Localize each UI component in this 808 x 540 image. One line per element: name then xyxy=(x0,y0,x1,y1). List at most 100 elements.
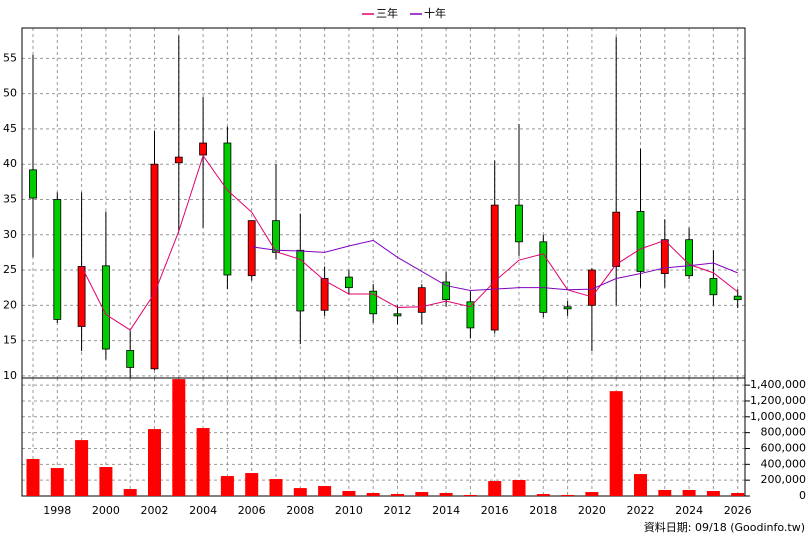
x-tick-label: 2014 xyxy=(432,504,460,517)
y-tick-label: 25 xyxy=(3,263,17,276)
volume-bar xyxy=(245,473,259,496)
candle-body xyxy=(344,276,353,289)
candle-body xyxy=(733,295,742,301)
candle-body xyxy=(685,239,693,277)
volume-bar xyxy=(196,428,210,496)
candle-body xyxy=(77,266,86,327)
x-tick-label: 2020 xyxy=(578,504,606,517)
candle-body xyxy=(102,265,110,350)
y-tick-label: 10 xyxy=(3,369,17,382)
volume-bar xyxy=(391,494,404,496)
x-tick-label: 2022 xyxy=(627,504,655,517)
volume-bar xyxy=(585,492,599,496)
legend-label: 十年 xyxy=(424,6,446,20)
x-tick-label: 2008 xyxy=(286,504,314,517)
volume-bar xyxy=(609,391,623,496)
candle-body xyxy=(247,220,256,277)
footer: 資料日期: 09/18 (Goodinfo.tw) xyxy=(644,520,805,534)
x-tick-label: 2018 xyxy=(529,504,557,517)
candle-body xyxy=(612,211,621,267)
volume-bar xyxy=(415,492,429,496)
ma-line xyxy=(251,239,738,292)
x-tick-label: 2000 xyxy=(92,504,120,517)
y-tick-label: 45 xyxy=(3,122,17,135)
candle-body xyxy=(709,278,718,296)
legend-label: 三年 xyxy=(376,6,398,20)
candle-body xyxy=(126,350,135,368)
volume-bar xyxy=(512,480,526,496)
y-tick-label: 40 xyxy=(3,157,17,170)
candle-body xyxy=(199,142,208,156)
volume-bar xyxy=(731,492,745,496)
y2-tick-label: 1,000,000 xyxy=(750,410,806,423)
x-tick-label: 2024 xyxy=(675,504,703,517)
volume-bar xyxy=(342,491,356,496)
candle-body xyxy=(417,287,426,313)
y2-tick-label: 600,000 xyxy=(761,441,807,454)
candle-body xyxy=(466,301,475,329)
volume-frame xyxy=(21,377,746,497)
volume-bar xyxy=(488,481,502,496)
y-tick-label: 35 xyxy=(3,192,17,205)
volume-bar xyxy=(706,491,720,496)
x-tick-label: 2004 xyxy=(189,504,217,517)
volume-bar xyxy=(293,488,307,496)
volume-bar xyxy=(26,459,40,496)
x-tick-label: 2012 xyxy=(384,504,412,517)
candle-body xyxy=(150,163,159,370)
volume-bar xyxy=(220,476,234,496)
candle-body xyxy=(369,290,378,315)
candle-body xyxy=(539,241,548,313)
x-tick-label: 2002 xyxy=(141,504,169,517)
volume-bar xyxy=(269,479,283,496)
candle-body xyxy=(174,156,183,164)
candle-body xyxy=(393,313,402,317)
candle-body xyxy=(223,142,232,276)
volume-bar xyxy=(658,489,672,496)
y2-tick-label: 800,000 xyxy=(761,426,807,439)
volume-bar xyxy=(50,468,64,496)
volume-bar xyxy=(75,440,89,496)
y2-tick-label: 1,400,000 xyxy=(750,378,806,391)
volume-bar xyxy=(634,474,647,496)
y-tick-label: 55 xyxy=(3,51,17,64)
volume-bar xyxy=(148,429,161,496)
candle-body xyxy=(272,220,280,253)
candle-body xyxy=(53,199,62,320)
y-tick-label: 20 xyxy=(3,298,17,311)
candle-body xyxy=(660,239,669,274)
candle-body xyxy=(636,211,645,272)
volume-bar xyxy=(463,494,477,496)
y-tick-label: 15 xyxy=(3,334,17,347)
y2-tick-label: 400,000 xyxy=(761,457,807,470)
volume-bar xyxy=(99,467,113,496)
y-tick-label: 50 xyxy=(3,87,17,100)
volume-bar xyxy=(439,492,453,496)
y2-tick-label: 1,200,000 xyxy=(750,394,806,407)
volume-bar xyxy=(682,489,696,496)
volume-bar xyxy=(123,489,137,496)
y-tick-label: 30 xyxy=(3,228,17,241)
y2-tick-label: 0 xyxy=(799,489,806,502)
x-tick-label: 2010 xyxy=(335,504,363,517)
volume-bar xyxy=(172,379,186,496)
x-tick-label: 1998 xyxy=(43,504,71,517)
candle-body xyxy=(515,204,523,243)
volume-bar xyxy=(536,494,550,496)
volume-bar xyxy=(318,486,332,496)
x-tick-label: 2006 xyxy=(238,504,266,517)
y2-tick-label: 200,000 xyxy=(761,473,807,486)
candle-body xyxy=(442,281,451,301)
candle-body xyxy=(296,249,305,312)
x-tick-label: 2016 xyxy=(481,504,509,517)
candle-body xyxy=(29,169,37,199)
candle-body xyxy=(490,204,499,331)
volume-bar xyxy=(366,492,380,496)
x-tick-label: 2026 xyxy=(724,504,752,517)
volume-bar xyxy=(561,494,575,496)
candle-body xyxy=(320,278,329,311)
ma-line xyxy=(81,154,739,331)
candle-body xyxy=(563,306,572,310)
